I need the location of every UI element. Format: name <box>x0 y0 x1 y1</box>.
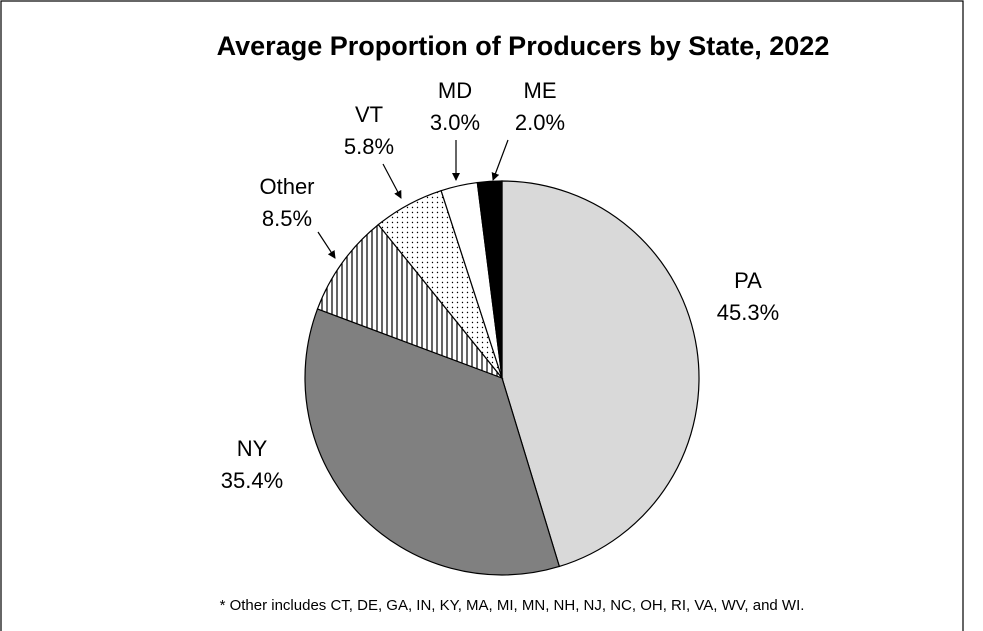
slice-value-label: 35.4% <box>221 468 283 493</box>
slice-label: ME <box>524 78 557 103</box>
slice-label: MD <box>438 78 472 103</box>
pie-slice <box>316 223 504 380</box>
slice-label: NY <box>237 436 268 461</box>
leader-line <box>382 163 402 199</box>
slice-label: Other <box>259 174 314 199</box>
pie-slice <box>476 180 503 379</box>
slice-value-label: 5.8% <box>344 134 394 159</box>
slice-value-label: 3.0% <box>430 110 480 135</box>
leader-line <box>491 139 509 181</box>
chart-title: Average Proportion of Producers by State… <box>217 31 830 61</box>
slice-value-label: 45.3% <box>717 300 779 325</box>
slice-label: PA <box>734 268 762 293</box>
leader-line <box>317 231 336 259</box>
pie-slice <box>501 180 700 568</box>
pie-slice <box>304 308 561 576</box>
slice-value-label: 2.0% <box>515 110 565 135</box>
slice-label: VT <box>355 102 383 127</box>
footnote: * Other includes CT, DE, GA, IN, KY, MA,… <box>220 597 805 614</box>
slice-value-label: 8.5% <box>262 206 312 231</box>
